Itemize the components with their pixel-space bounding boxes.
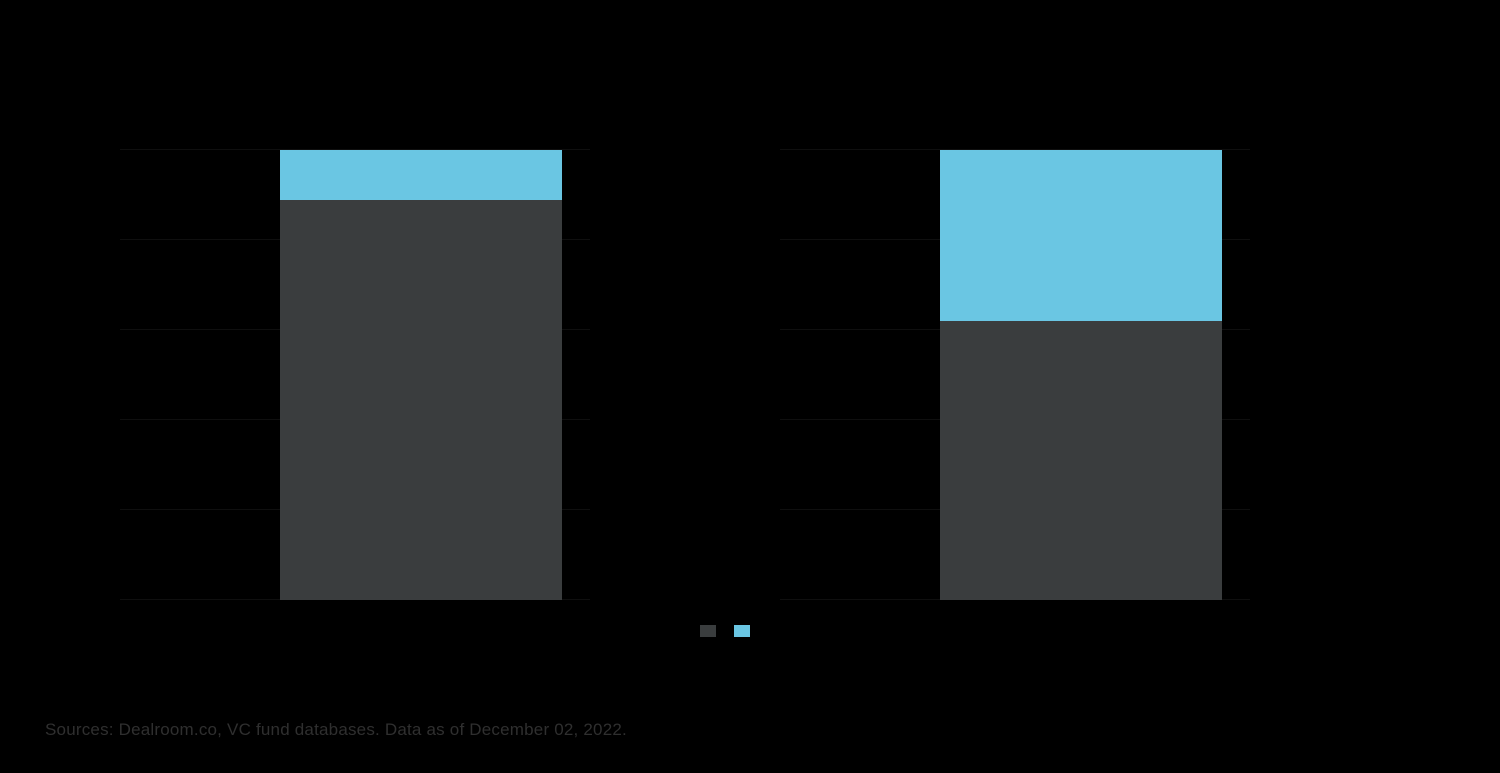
plot-left xyxy=(120,150,590,600)
chart-left xyxy=(120,150,590,600)
chart-page: Sources: Dealroom.co, VC fund databases.… xyxy=(0,0,1500,773)
bar-segment-a xyxy=(940,321,1222,600)
source-text: Sources: Dealroom.co, VC fund databases.… xyxy=(45,720,627,739)
bar-segment-b xyxy=(280,150,562,200)
stacked-bar xyxy=(940,150,1222,600)
legend-swatch-a xyxy=(700,625,716,637)
legend-swatch-b xyxy=(734,625,750,637)
stacked-bar xyxy=(280,150,562,600)
bar-segment-b xyxy=(940,150,1222,321)
legend xyxy=(700,625,750,637)
source-line: Sources: Dealroom.co, VC fund databases.… xyxy=(45,720,627,740)
plot-right xyxy=(780,150,1250,600)
bar-segment-a xyxy=(280,200,562,601)
chart-right xyxy=(780,150,1250,600)
